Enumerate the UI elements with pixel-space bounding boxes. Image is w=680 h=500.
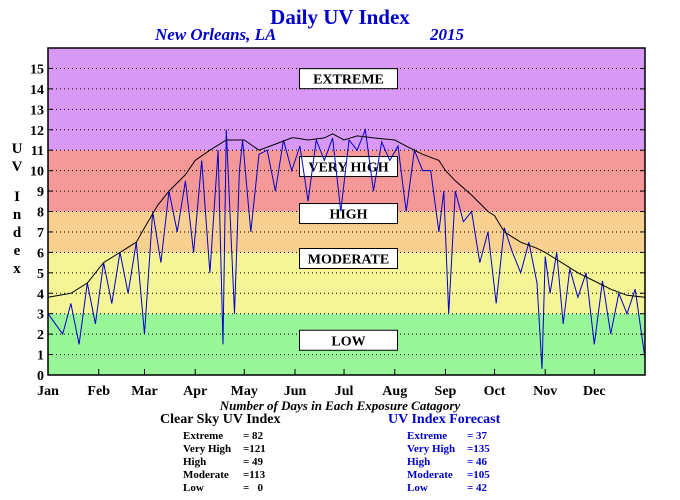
y-axis-label-letter: x [13, 261, 21, 277]
summary-row-value: =113 [243, 469, 266, 481]
y-axis-label-letter: n [12, 207, 22, 223]
y-tick-label: 12 [30, 124, 44, 139]
summary-row-value: = 49 [243, 456, 264, 468]
summary-row-label: Very High [407, 443, 456, 455]
x-tick-label: Jun [284, 384, 307, 399]
chart-title: Daily UV Index [270, 5, 410, 29]
summary-row-label: Moderate [183, 469, 229, 481]
band-label-box [299, 68, 398, 90]
x-tick-label: Dec [583, 384, 606, 399]
x-tick-label: Mar [131, 384, 157, 399]
x-tick-label: Oct [484, 384, 506, 399]
band-label-box [299, 203, 398, 225]
y-axis-label-gap [10, 176, 24, 188]
y-axis-label-letter: U [11, 141, 23, 157]
y-axis-label-letter: V [11, 159, 23, 175]
x-tick-label: Apr [183, 384, 207, 399]
summary-row-value: =105 [467, 469, 490, 481]
summary-row-value: = 42 [467, 482, 488, 494]
summary-row-label: Low [407, 482, 428, 494]
y-tick-label: 1 [37, 349, 44, 364]
summary-row-label: Extreme [183, 430, 224, 442]
band-label-box [299, 156, 398, 178]
band-label: EXTREME [313, 73, 384, 88]
x-tick-label: Feb [87, 384, 110, 399]
summary-row-value: =121 [243, 443, 266, 455]
clear-sky-summary-heading: Clear Sky UV Index [160, 412, 281, 427]
band-label-box [299, 248, 398, 270]
y-tick-label: 14 [30, 83, 44, 98]
y-tick-label: 2 [37, 328, 44, 343]
y-tick-label: 6 [37, 246, 44, 261]
y-tick-label: 0 [37, 369, 44, 384]
summary-title: Number of Days in Each Exposure Catagory [219, 398, 461, 413]
x-tick-label: May [231, 384, 258, 399]
band-label: LOW [331, 334, 365, 349]
x-tick-label: Jul [335, 384, 354, 399]
summary-row-value: = 46 [467, 456, 488, 468]
y-axis-label-letter: I [14, 189, 20, 205]
y-tick-label: 10 [30, 165, 44, 180]
y-tick-label: 9 [37, 185, 44, 200]
y-tick-label: 13 [30, 103, 44, 118]
summary-row-value: =135 [467, 443, 490, 455]
band-label: MODERATE [308, 253, 389, 268]
band-extreme [48, 48, 645, 151]
summary-row-label: Extreme [407, 430, 448, 442]
y-tick-label: 11 [31, 144, 44, 159]
summary-row-value: = 0 [243, 482, 264, 494]
summary-row-label: Moderate [407, 469, 453, 481]
summary-row-value: = 82 [243, 430, 264, 442]
y-tick-label: 3 [37, 308, 44, 323]
y-axis-label-letter: d [12, 225, 22, 241]
y-axis-label-letter: e [13, 243, 21, 259]
y-tick-label: 5 [37, 267, 44, 282]
summary-row-label: High [183, 456, 207, 468]
chart-subtitle-year: 2015 [430, 25, 464, 44]
summary-row-label: Very High [183, 443, 232, 455]
chart-subtitle-location: New Orleans, LA [155, 25, 277, 44]
forecast-summary-heading: UV Index Forecast [388, 412, 501, 427]
x-tick-label: Jan [37, 384, 59, 399]
y-tick-label: 7 [37, 226, 44, 241]
band-label: VERY HIGH [308, 161, 388, 176]
summary-row-label: High [407, 456, 431, 468]
summary-row-value: = 37 [467, 430, 488, 442]
x-tick-label: Aug [382, 384, 407, 399]
series-line-uv-index-forecast [47, 127, 646, 369]
y-tick-label: 4 [37, 287, 44, 302]
x-tick-label: Nov [533, 384, 557, 399]
series-line-clear-sky-uv-index [47, 133, 646, 298]
band-label: HIGH [329, 208, 367, 223]
summary-row-label: Low [183, 482, 204, 494]
y-tick-label: 8 [37, 206, 44, 221]
band-label-box [299, 329, 398, 351]
x-tick-label: Sep [435, 384, 457, 399]
y-tick-label: 15 [30, 62, 44, 77]
